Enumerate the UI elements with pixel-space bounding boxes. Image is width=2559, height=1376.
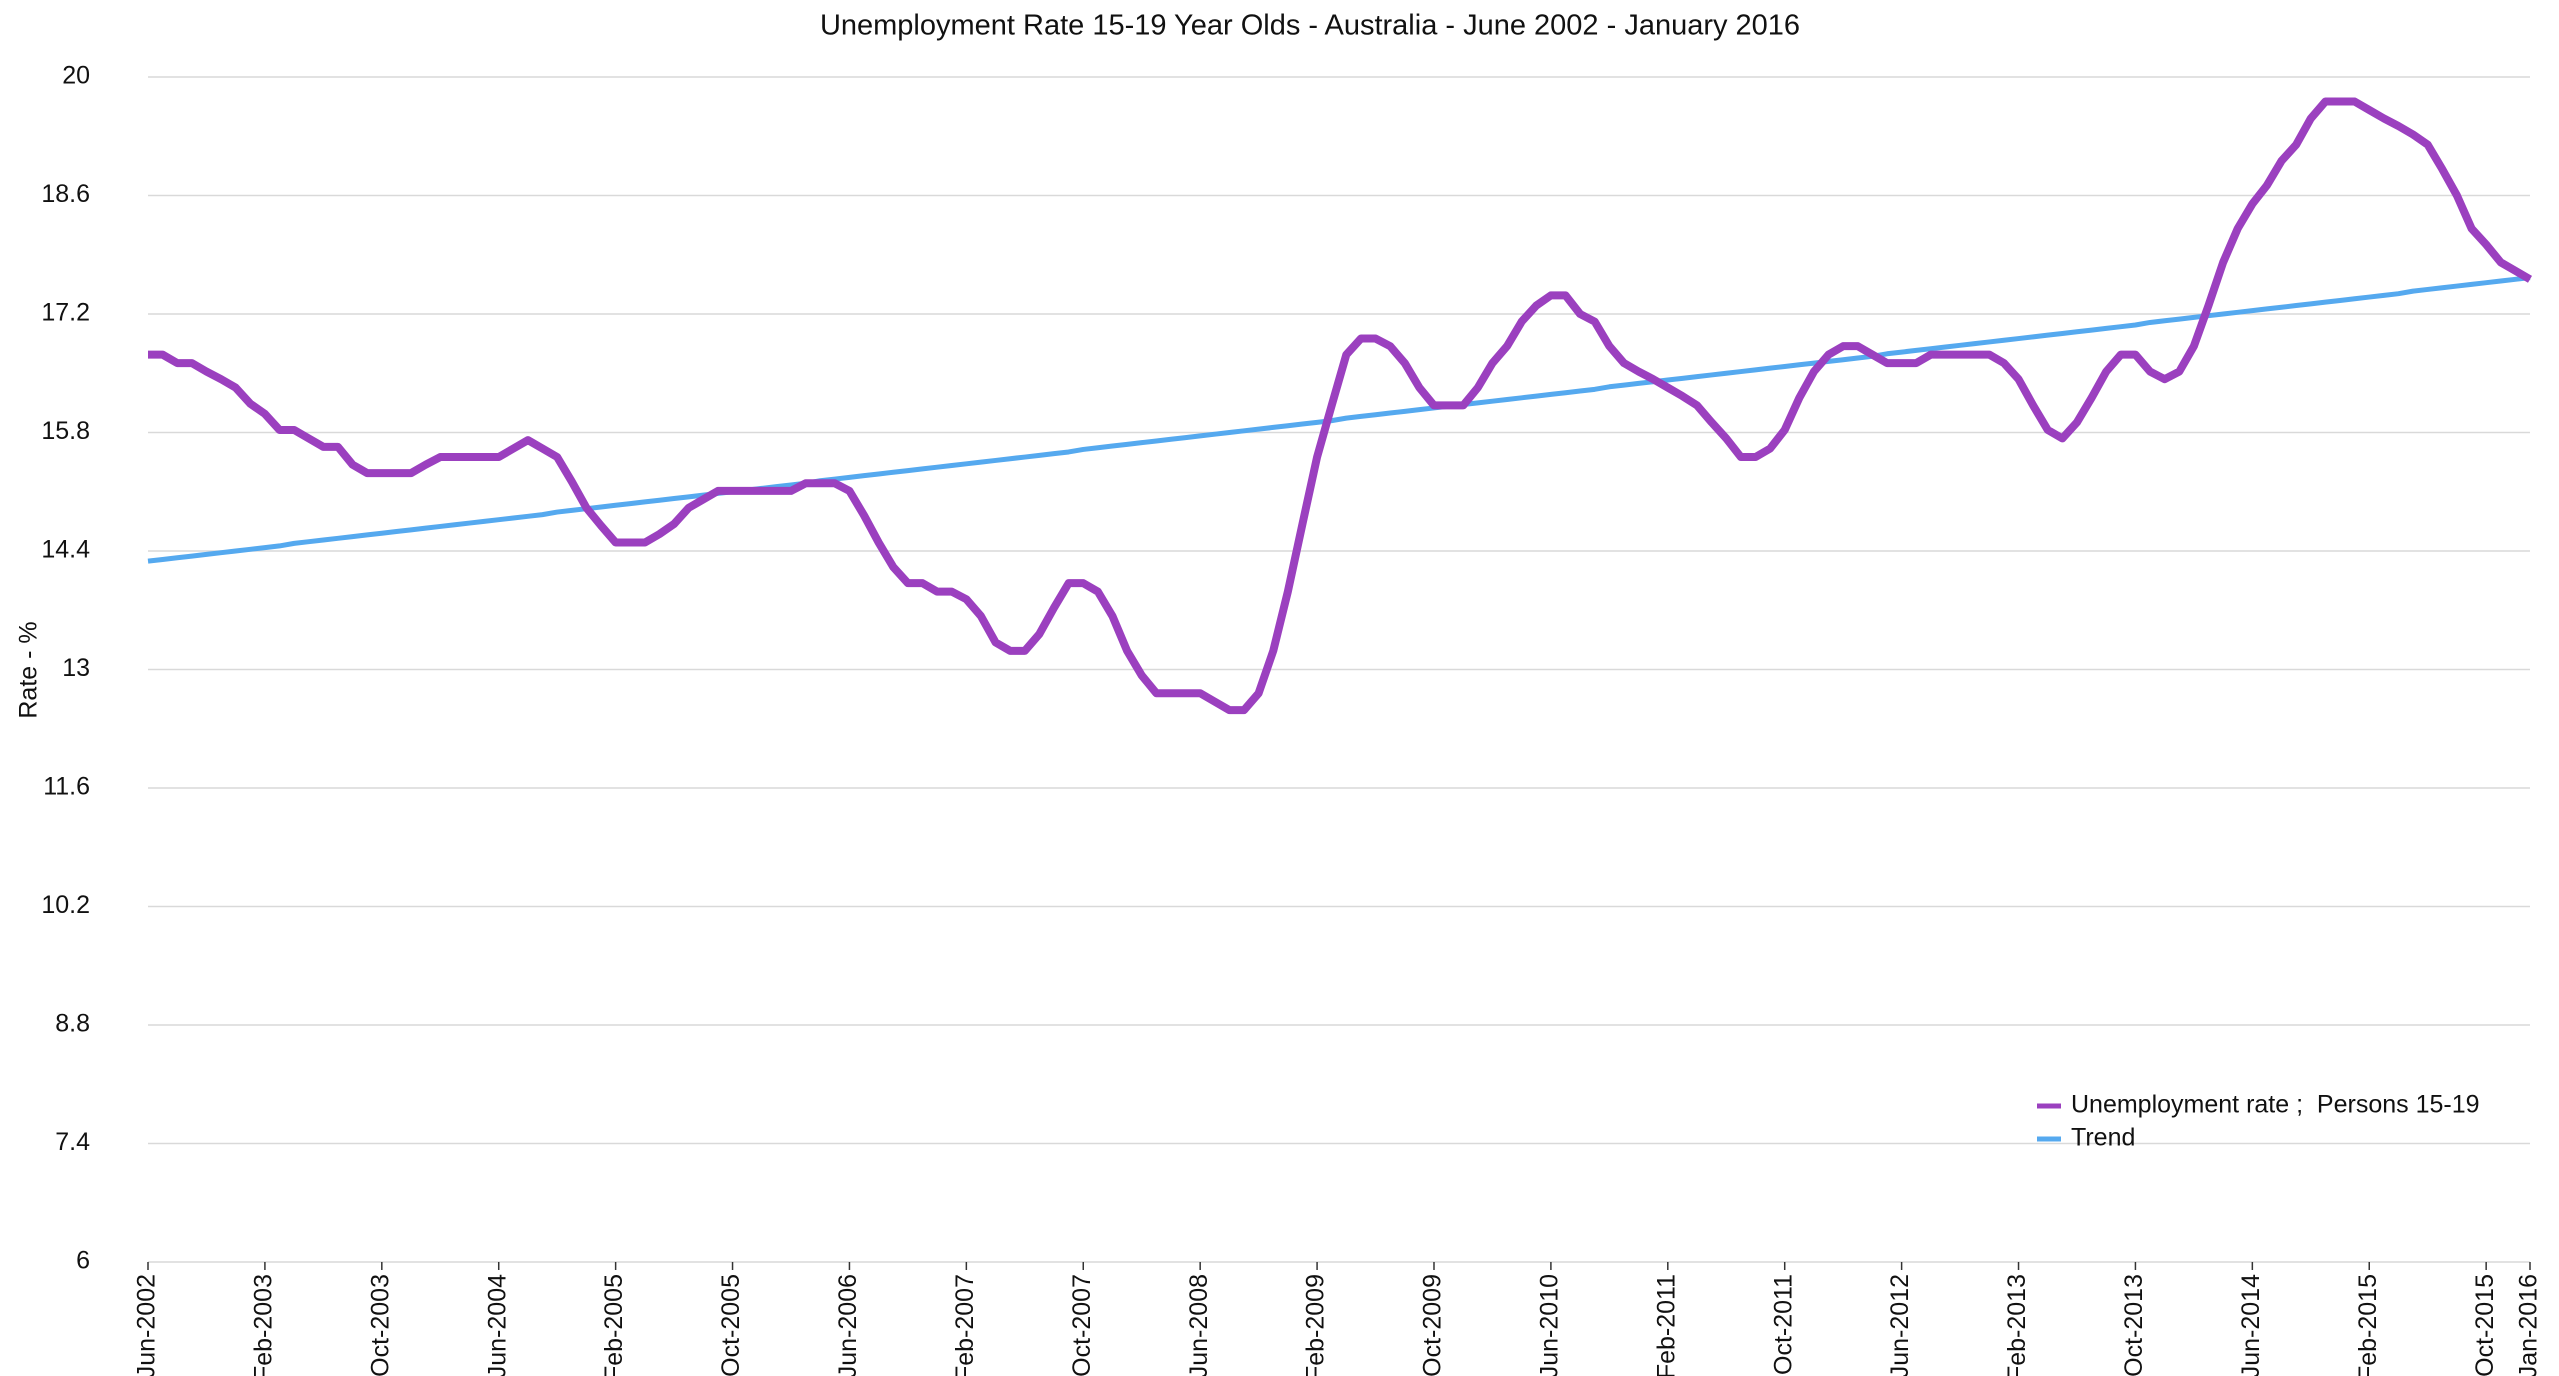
x-tick-label: Jun-2010 (1536, 1274, 1564, 1376)
chart-title: Unemployment Rate 15-19 Year Olds - Aust… (820, 10, 1800, 42)
y-tick-label: 15.8 (41, 417, 90, 445)
x-tick-label: Feb-2015 (2354, 1274, 2382, 1376)
y-tick-label: 11.6 (43, 773, 90, 801)
y-tick-label: 17.2 (41, 299, 90, 327)
x-tick-label: Jun-2014 (2237, 1274, 2265, 1376)
x-tick-label: Jun-2002 (133, 1274, 161, 1376)
x-tick-label: Feb-2007 (951, 1274, 979, 1376)
data-line (148, 97, 2533, 715)
y-tick-label: 7.4 (55, 1128, 90, 1156)
y-tick-label: 10.2 (41, 891, 90, 919)
x-tick-label: Jun-2012 (1886, 1274, 1914, 1376)
y-tick-label: 8.8 (55, 1010, 90, 1038)
x-tick-label: Feb-2003 (250, 1274, 278, 1376)
x-tick-label: Oct-2011 (1769, 1274, 1797, 1375)
x-tick-label: Feb-2005 (600, 1274, 628, 1376)
x-tick-label: Jun-2004 (483, 1274, 511, 1376)
x-tick-label: Feb-2009 (1302, 1274, 1330, 1376)
x-tick-label: Oct-2015 (2471, 1274, 2499, 1376)
y-axis-label: Rate - % (15, 621, 43, 718)
x-tick-label: Oct-2007 (1068, 1274, 1096, 1376)
x-tick-label: Oct-2013 (2120, 1274, 2148, 1376)
y-tick-label: 20 (62, 62, 90, 90)
x-tick-label: Jun-2006 (834, 1274, 862, 1376)
x-tick-label: Oct-2005 (717, 1274, 745, 1376)
x-tick-label: Jun-2008 (1185, 1274, 1213, 1376)
legend-label: Unemployment rate ; Persons 15-19 (2071, 1091, 2480, 1119)
x-tick-label: Oct-2003 (366, 1274, 394, 1376)
y-tick-label: 6 (76, 1247, 90, 1275)
y-tick-label: 18.6 (41, 180, 90, 208)
x-tick-label: Jan-2016 (2515, 1274, 2543, 1376)
y-tick-label: 14.4 (41, 536, 90, 564)
x-tick-label: Feb-2011 (1652, 1274, 1680, 1376)
x-tick-label: Feb-2013 (2003, 1274, 2031, 1376)
y-tick-label: 13 (62, 654, 90, 682)
data-line (147, 275, 2531, 564)
legend-label: Trend (2071, 1124, 2135, 1152)
x-tick-label: Oct-2009 (1419, 1274, 1447, 1376)
